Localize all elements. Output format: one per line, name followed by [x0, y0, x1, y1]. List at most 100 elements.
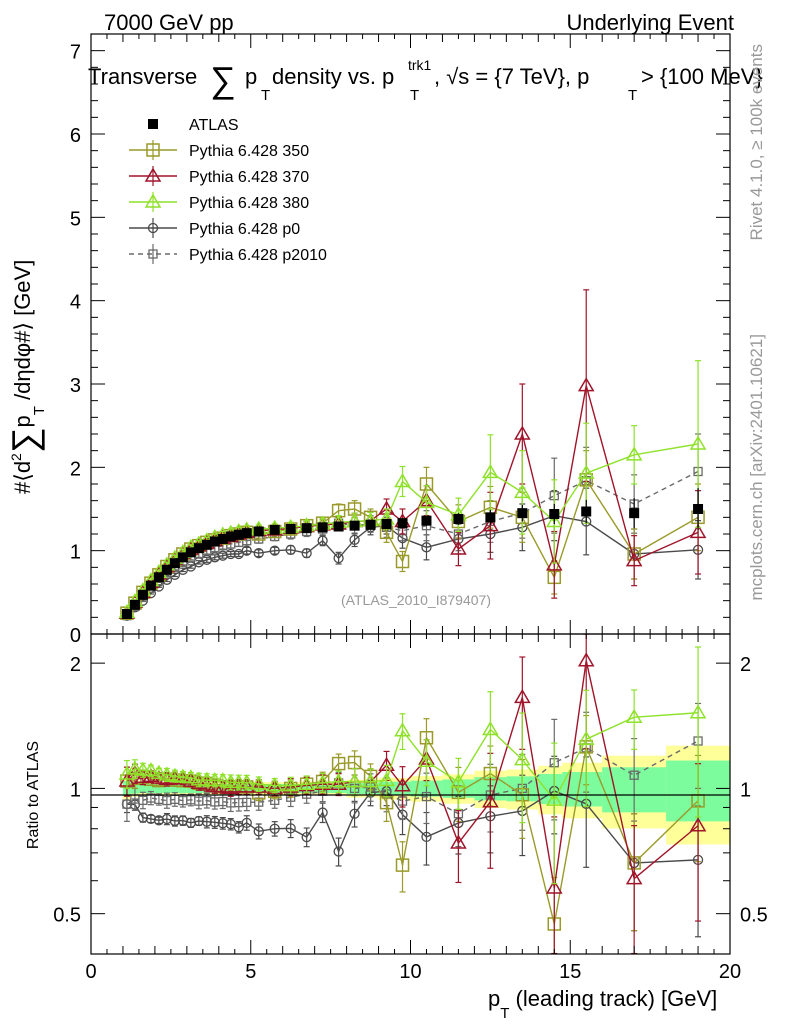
p0-marker — [317, 535, 328, 546]
y-axis-label-ratio: Ratio to ATLAS — [25, 741, 42, 849]
p0-marker — [161, 813, 173, 825]
band-inner-bin — [178, 783, 187, 793]
p380-marker — [266, 777, 284, 792]
p370-marker — [545, 556, 563, 571]
atlas-marker — [153, 572, 164, 583]
p2010-marker — [122, 799, 132, 809]
p380-marker — [450, 773, 467, 788]
y-tick-label-ratio-right: 0.5 — [740, 905, 768, 927]
atlas-marker — [285, 524, 296, 534]
p370-marker — [482, 517, 499, 532]
p370-line-main — [126, 385, 699, 614]
svg-text:, √s = {7 TeV}, p: , √s = {7 TeV}, p — [434, 64, 589, 89]
legend-item-p380: Pythia 6.428 380 — [129, 192, 309, 212]
atlas-marker — [253, 526, 264, 537]
p0-marker — [233, 822, 244, 833]
atlas-marker — [549, 509, 560, 519]
p370-marker — [625, 870, 643, 885]
y-tick-label-main: 2 — [70, 458, 81, 480]
y-tick-label-ratio-right: 2 — [740, 654, 751, 676]
p0-marker — [169, 815, 181, 827]
p380-marker — [362, 773, 379, 788]
atlas-marker — [241, 528, 252, 539]
legend-item-p0: Pythia 6.428 p0 — [129, 218, 300, 238]
legend-label: Pythia 6.428 380 — [189, 195, 309, 212]
p0-marker — [241, 817, 252, 829]
p380-marker — [545, 513, 563, 528]
atlas-marker — [397, 518, 408, 529]
svg-text:T: T — [261, 87, 270, 104]
atlas-marker — [301, 523, 312, 534]
p380-marker — [230, 773, 248, 789]
p350-marker — [395, 554, 410, 569]
atlas-marker — [485, 512, 496, 523]
p0-marker — [209, 817, 220, 828]
atlas-marker — [629, 508, 640, 519]
p380-marker — [118, 765, 136, 780]
legend-item-p350: Pythia 6.428 350 — [129, 140, 309, 160]
series-atlas — [121, 488, 704, 619]
p380-marker — [282, 777, 299, 792]
atlas-marker — [148, 119, 158, 129]
atlas-marker — [121, 609, 132, 619]
atlas-marker — [209, 536, 220, 547]
series-p0 — [121, 487, 704, 938]
y-tick-label-main: 5 — [70, 208, 81, 230]
x-tick-label: 0 — [85, 961, 96, 983]
p380-marker — [545, 791, 563, 806]
y-tick-label-main: 3 — [70, 375, 81, 397]
p380-marker — [134, 761, 152, 776]
p370-marker — [689, 817, 707, 832]
p0-marker — [317, 807, 328, 818]
p370-marker — [394, 777, 411, 792]
atlas-marker — [145, 580, 156, 591]
legend-item-p370: Pythia 6.428 370 — [129, 166, 309, 186]
p380-marker — [238, 774, 256, 789]
p0-marker — [225, 548, 236, 560]
p0-marker — [301, 548, 312, 559]
p2010-marker — [629, 770, 639, 780]
legend-label: Pythia 6.428 p2010 — [189, 247, 327, 264]
svg-text:T: T — [410, 87, 419, 104]
plot-title: Transverse ∑ p T density vs. p trk1 T , … — [88, 57, 763, 104]
y-tick-label-main: 4 — [70, 292, 81, 314]
legend-label: Pythia 6.428 p0 — [189, 221, 300, 238]
legend-label: ATLAS — [189, 117, 239, 134]
p0-marker — [217, 818, 228, 829]
p370-marker — [514, 425, 531, 440]
p380-marker — [214, 772, 232, 787]
p380-marker — [689, 435, 707, 450]
atlas-marker — [161, 564, 172, 575]
band-inner-bin — [162, 783, 171, 793]
p2010-marker — [148, 249, 158, 259]
series-p350 — [120, 450, 705, 955]
p380-marker — [150, 764, 168, 779]
p0-marker — [145, 813, 157, 825]
p380-marker — [514, 751, 531, 766]
p0-marker — [241, 545, 252, 556]
band-inner-bin — [154, 783, 163, 793]
p0-marker — [349, 534, 360, 545]
x-tick-label: 15 — [559, 961, 581, 983]
p380-marker — [250, 775, 268, 790]
svg-text:density vs. p: density vs. p — [272, 64, 394, 89]
axis-ticks: 0 5 10 15 20 0 1 2 3 4 5 6 7 0.5 0.5 1 1 2 2 — [53, 33, 768, 983]
p380-marker — [190, 771, 208, 786]
p370-marker — [482, 793, 499, 808]
p380-marker — [166, 767, 184, 782]
p380-marker — [142, 762, 160, 777]
p370-marker — [577, 652, 595, 667]
series-p370 — [118, 289, 707, 955]
p0-marker — [333, 553, 344, 564]
atlas-marker — [129, 599, 140, 610]
p380-marker — [418, 493, 435, 509]
atlas-marker — [365, 519, 376, 530]
p370-marker — [198, 776, 216, 791]
p380-marker — [206, 771, 224, 787]
band-inner-bin — [170, 783, 179, 793]
p380-marker — [298, 775, 315, 790]
header-right: Underlying Event — [566, 10, 734, 35]
x-tick-label: 5 — [245, 961, 256, 983]
p370-marker — [266, 779, 284, 795]
p0-marker — [137, 812, 149, 823]
